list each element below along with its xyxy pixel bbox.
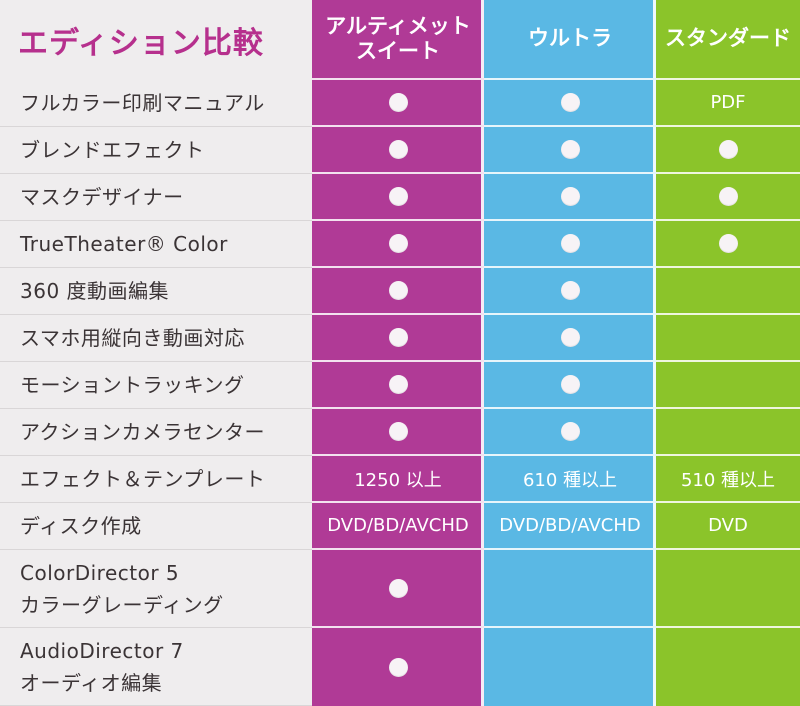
cell-standard [656, 550, 800, 628]
cell-ultimate [312, 409, 484, 456]
included-dot-icon [560, 93, 580, 112]
cell-standard [656, 127, 800, 174]
feature-label: エフェクト＆テンプレート [0, 456, 312, 503]
cell-ultimate [312, 550, 484, 628]
included-dot-icon [560, 234, 580, 253]
cell-value: DVD [708, 515, 748, 536]
included-dot-icon [560, 281, 580, 300]
cell-ultra: DVD/BD/AVCHD [484, 503, 656, 550]
cell-value: 510 種以上 [680, 469, 776, 491]
cell-value: PDF [710, 92, 746, 113]
feature-label: モーショントラッキング [0, 362, 312, 409]
included-dot-icon [388, 422, 408, 441]
cell-value: DVD/BD/AVCHD [499, 515, 641, 536]
cell-ultimate: DVD/BD/AVCHD [312, 503, 484, 550]
cell-ultra [484, 80, 656, 127]
cell-standard [656, 362, 800, 409]
cell-ultra [484, 315, 656, 362]
cell-ultimate [312, 221, 484, 268]
cell-value: 610 種以上 [522, 469, 618, 491]
header-ultimate-suite: アルティメット スイート [312, 0, 484, 80]
cell-value: DVD/BD/AVCHD [327, 515, 469, 536]
feature-label: フルカラー印刷マニュアル [0, 80, 312, 127]
included-dot-icon [388, 281, 408, 300]
cell-ultra [484, 221, 656, 268]
header-standard: スタンダード [656, 0, 800, 80]
cell-standard [656, 315, 800, 362]
included-dot-icon [560, 328, 580, 347]
cell-ultra [484, 362, 656, 409]
cell-ultra [484, 127, 656, 174]
cell-ultimate [312, 362, 484, 409]
feature-label: AudioDirector 7 オーディオ編集 [0, 628, 312, 706]
included-dot-icon [388, 657, 408, 677]
cell-ultra [484, 550, 656, 628]
cell-standard [656, 221, 800, 268]
cell-standard [656, 409, 800, 456]
cell-ultimate: 1250 以上 [312, 456, 484, 503]
cell-standard: DVD [656, 503, 800, 550]
included-dot-icon [388, 375, 408, 394]
feature-label: ディスク作成 [0, 503, 312, 550]
included-dot-icon [560, 140, 580, 159]
cell-ultra [484, 409, 656, 456]
cell-ultimate [312, 268, 484, 315]
cell-value: 1250 以上 [354, 469, 442, 491]
cell-standard: PDF [656, 80, 800, 127]
included-dot-icon [718, 187, 738, 206]
cell-ultimate [312, 628, 484, 706]
cell-ultimate [312, 174, 484, 221]
included-dot-icon [388, 578, 408, 598]
included-dot-icon [388, 328, 408, 347]
page-title: エディション比較 [18, 26, 264, 61]
cell-ultra [484, 174, 656, 221]
cell-ultimate [312, 315, 484, 362]
cell-ultimate [312, 80, 484, 127]
feature-label: ColorDirector 5 カラーグレーディング [0, 550, 312, 628]
cell-standard [656, 174, 800, 221]
cell-ultra: 610 種以上 [484, 456, 656, 503]
included-dot-icon [560, 187, 580, 206]
included-dot-icon [560, 422, 580, 441]
cell-standard [656, 628, 800, 706]
cell-ultra [484, 268, 656, 315]
feature-label: TrueTheater® Color [0, 221, 312, 268]
feature-label: ブレンドエフェクト [0, 127, 312, 174]
feature-label: マスクデザイナー [0, 174, 312, 221]
header-ultra: ウルトラ [484, 0, 656, 80]
feature-label: 360 度動画編集 [0, 268, 312, 315]
feature-label: スマホ用縦向き動画対応 [0, 315, 312, 362]
included-dot-icon [718, 234, 738, 253]
cell-ultra [484, 628, 656, 706]
cell-ultimate [312, 127, 484, 174]
cell-standard: 510 種以上 [656, 456, 800, 503]
cell-standard [656, 268, 800, 315]
included-dot-icon [388, 234, 408, 253]
included-dot-icon [718, 140, 738, 159]
feature-label: アクションカメラセンター [0, 409, 312, 456]
included-dot-icon [388, 93, 408, 112]
included-dot-icon [560, 375, 580, 394]
included-dot-icon [388, 140, 408, 159]
included-dot-icon [388, 187, 408, 206]
